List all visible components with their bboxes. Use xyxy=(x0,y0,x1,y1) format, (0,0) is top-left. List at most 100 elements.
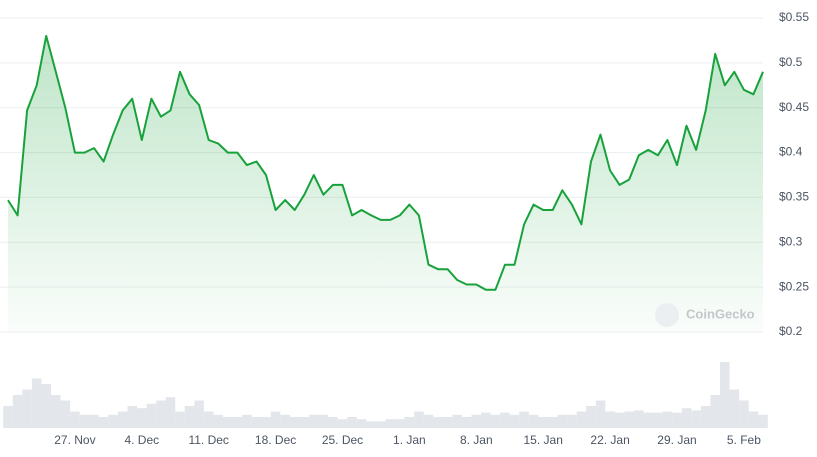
volume-bar xyxy=(605,411,615,428)
volume-bar xyxy=(89,414,99,428)
volume-bar xyxy=(232,417,243,428)
y-tick-label: $0.55 xyxy=(779,10,809,24)
volume-bar xyxy=(242,414,252,428)
volume-bar xyxy=(70,411,80,428)
volume-bar xyxy=(280,414,290,428)
x-tick-label: 5. Feb xyxy=(727,433,761,447)
y-tick-label: $0.4 xyxy=(779,145,803,159)
volume-bar xyxy=(117,411,128,428)
x-tick-label: 29. Jan xyxy=(657,433,696,447)
volume-bar xyxy=(672,412,682,428)
volume-bar xyxy=(203,411,214,428)
volume-bar xyxy=(519,411,529,428)
volume-bar xyxy=(719,362,730,428)
x-tick-label: 11. Dec xyxy=(188,433,228,447)
y-tick-label: $0.25 xyxy=(779,279,809,293)
volume-bar xyxy=(60,400,71,428)
volume-bar xyxy=(356,419,367,428)
volume-bar xyxy=(528,414,539,428)
volume-bar xyxy=(175,411,185,428)
volume-bar xyxy=(595,400,606,428)
volume-bar xyxy=(366,421,376,428)
x-tick-label: 18. Dec xyxy=(255,433,296,447)
volume-bar xyxy=(184,406,195,428)
volume-bar xyxy=(423,414,434,428)
volume-bar xyxy=(739,400,749,428)
x-tick-label: 25. Dec xyxy=(322,433,363,447)
volume-bar xyxy=(337,419,348,428)
volume-bar xyxy=(12,395,23,428)
y-tick-label: $0.3 xyxy=(779,234,803,248)
volume-bar xyxy=(194,400,204,428)
volume-bar xyxy=(633,410,644,428)
volume-bar xyxy=(98,417,109,428)
volume-bar xyxy=(509,414,520,428)
volume-bar xyxy=(299,417,310,428)
volume-bar xyxy=(758,414,768,428)
volume-bar xyxy=(748,411,759,428)
x-tick-label: 22. Jan xyxy=(590,433,629,447)
volume-bar xyxy=(146,403,157,428)
volume-bar xyxy=(213,414,224,428)
y-tick-label: $0.5 xyxy=(779,55,803,69)
plot: $0.2 $0.25 $0.3 $0.35 $0.4 $0.45 $0.5 $0.55 27. … xyxy=(0,10,809,447)
volume-bar xyxy=(395,419,405,428)
volume-bar xyxy=(137,408,147,428)
volume-bar xyxy=(576,411,587,428)
volume-bar xyxy=(481,412,491,428)
volume-bar xyxy=(375,421,386,428)
volume-bar xyxy=(433,417,443,428)
volume-bar xyxy=(490,414,501,428)
volume-bar xyxy=(318,414,329,428)
volume-bar xyxy=(404,417,415,428)
volume-bar xyxy=(442,417,453,428)
volume-bar xyxy=(471,414,482,428)
volume-bar xyxy=(586,406,596,428)
price-area xyxy=(8,35,763,333)
volume-bar xyxy=(347,417,357,428)
volume-bar xyxy=(51,395,61,428)
volume-bar xyxy=(309,414,319,428)
volume-bar xyxy=(452,414,462,428)
volume-bar xyxy=(681,408,692,428)
volume-bar xyxy=(270,411,281,428)
x-tick-label: 27. Nov xyxy=(54,433,95,447)
volume-bar xyxy=(385,419,396,428)
volume-bar xyxy=(3,406,13,428)
volume-bar xyxy=(643,412,654,428)
volume-bar xyxy=(461,417,472,428)
y-tick-label: $0.35 xyxy=(779,190,809,204)
volume-bar xyxy=(156,400,166,428)
volume-bar xyxy=(729,389,740,428)
volume-bar xyxy=(31,378,42,428)
volume-bar xyxy=(261,417,271,428)
volume-bar xyxy=(328,417,338,428)
volume-bar xyxy=(414,411,424,428)
volume-bar xyxy=(624,411,634,428)
volume-bar xyxy=(223,417,233,428)
y-tick-label: $0.45 xyxy=(779,100,809,114)
volume-bar xyxy=(165,397,176,428)
volume-bar xyxy=(289,417,300,428)
x-tick-label: 8. Jan xyxy=(460,433,493,447)
watermark-text: CoinGecko xyxy=(686,306,755,321)
x-tick-label: 1. Jan xyxy=(393,433,426,447)
volume-bar xyxy=(557,414,568,428)
y-tick-label: $0.2 xyxy=(779,324,803,338)
volume-bar xyxy=(691,410,701,428)
volume-bar xyxy=(79,414,90,428)
volume-bar xyxy=(700,406,711,428)
x-tick-label: 4. Dec xyxy=(124,433,159,447)
volume-bar xyxy=(251,417,262,428)
volume-bar xyxy=(41,384,52,428)
volume-bar xyxy=(653,412,663,428)
volume-bar xyxy=(108,414,118,428)
volume-bar xyxy=(662,411,673,428)
price-line xyxy=(7,34,764,291)
watermark-logo xyxy=(655,303,679,327)
volume-bar xyxy=(710,395,720,428)
x-tick-label: 15. Jan xyxy=(524,433,563,447)
watermark: CoinGecko xyxy=(655,303,755,327)
volume-bar xyxy=(567,414,577,428)
